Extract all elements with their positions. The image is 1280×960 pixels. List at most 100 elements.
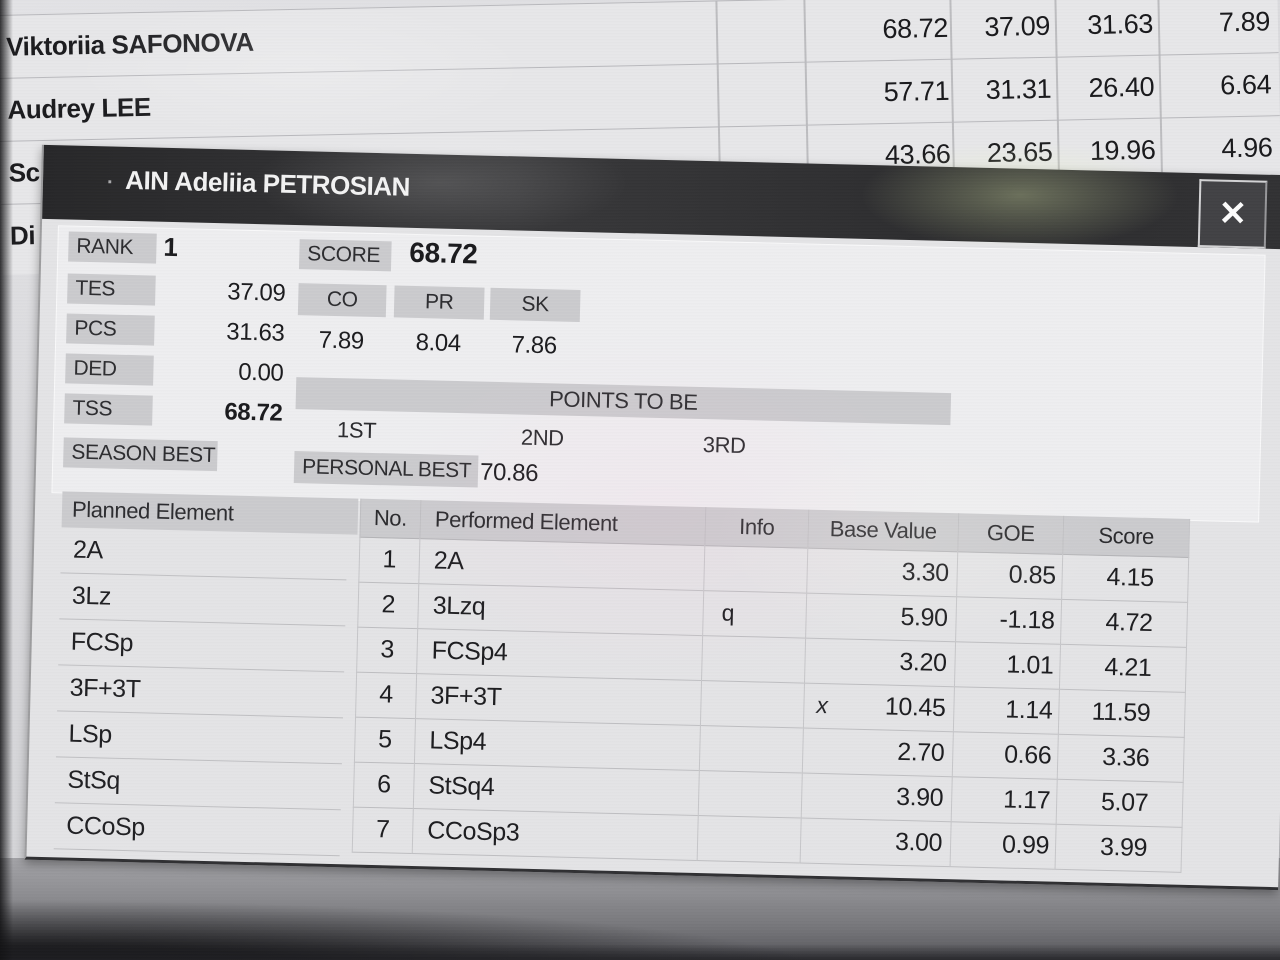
pcs-label: PCS [66,313,155,346]
rank-label: RANK [68,231,157,264]
monitor-bezel-left [0,0,13,960]
score-label: SCORE [298,239,392,272]
planned-element: CCoSp [53,803,341,857]
cell-performed: FCSp4 [416,628,703,682]
cell-score: 11.59 [1057,688,1186,738]
header-no: No. [359,498,421,540]
cell-info [698,725,803,774]
header-base-value: Base Value [807,509,959,553]
cell-score: 4.21 [1058,643,1187,693]
cell-info [696,815,801,864]
placement-2nd-label: 2ND [520,424,565,451]
cell-score: 4.15 [1061,553,1190,603]
personal-best-value: 70.86 [479,458,539,488]
cell-performed: CCoSp3 [411,808,698,861]
planned-element: StSq [54,757,342,811]
cell-score: 5.07 [1055,778,1184,828]
base-value: 3.00 [894,827,943,857]
rank-value: 1 [163,231,178,263]
cell-goe: 1.14 [952,686,1059,735]
cell-goe: 0.99 [949,821,1056,870]
base-value: 3.20 [899,647,947,678]
base-value: 3.90 [895,782,944,812]
cell-goe: 1.01 [953,641,1061,690]
cell-goe: 0.66 [951,731,1058,780]
cell-score: 4.72 [1060,598,1189,648]
cell-base-value: 5.90 [805,592,957,643]
dialog-body: RANK 1 SCORE 68.72 TES 37.09 PCS 31.63 D… [27,219,1280,887]
cell-info [703,545,808,594]
component-sk-value: 7.86 [511,331,558,360]
performed-elements-table: No. Performed Element Info Base Value GO… [351,498,1191,873]
dialog-title: · AIN Adeliia PETROSIAN [107,164,411,202]
base-value: 5.90 [900,602,948,633]
monitor-bezel [0,944,1280,960]
personal-best-label: PERSONAL BEST [293,451,479,488]
base-value: 3.30 [901,557,950,588]
component-sk-label: SK [489,287,581,322]
cell-performed: 2A [418,538,705,592]
placement-1st-label: 1ST [336,417,377,444]
cell-no: 3 [356,626,418,675]
bullet-icon: · [106,171,114,194]
cell-score: 3.36 [1056,733,1185,783]
skater-name: Viktoriia SAFONOVA [5,26,254,62]
tes-label: TES [67,273,156,306]
score-value: 68.72 [409,236,478,270]
cell-no: 2 [357,581,419,630]
cell-score: 3.99 [1054,823,1183,873]
component-pr-value: 8.04 [415,328,462,358]
planned-element: 2A [60,527,348,581]
result-pcs: 26.40 [1088,71,1155,103]
cell-info: q [702,590,807,639]
close-button[interactable]: ✕ [1197,179,1268,249]
cell-performed: LSp4 [413,718,700,772]
skater-name: Di [9,220,36,251]
cell-no: 7 [351,806,413,855]
cell-performed: StSq4 [412,763,699,817]
cell-base-value: 2.70 [801,727,953,778]
pcs-value: 31.63 [226,318,285,347]
planned-element: 3F+3T [57,665,345,719]
component-co-value: 7.89 [318,326,365,355]
cell-base-value: 3.90 [800,772,952,823]
cell-goe: 0.85 [956,551,1063,600]
skater-detail-dialog: · AIN Adeliia PETROSIAN ✕ RANK 1 SCORE 68… [24,144,1280,891]
cell-no: 6 [352,761,414,810]
result-co: 6.64 [1219,69,1272,101]
result-tes: 31.31 [985,73,1052,106]
ded-value: 0.00 [237,358,284,387]
result-tes: 37.09 [984,10,1051,43]
cell-info [699,680,805,729]
cell-goe: 1.17 [950,776,1057,825]
close-icon: ✕ [1218,194,1248,234]
planned-element: 3Lz [59,573,347,627]
planned-element: LSp [55,711,343,765]
header-score: Score [1062,515,1191,558]
cell-performed: 3Lzq [417,583,704,637]
component-pr-label: PR [393,285,485,320]
placement-3rd-label: 3RD [702,432,746,459]
cell-base-value: 3.00 [799,817,951,868]
cell-info [701,635,806,684]
base-value: 2.70 [896,737,945,768]
credit-marker: x [816,691,828,719]
planned-element: FCSp [58,619,346,673]
planned-element-list: 2A 3Lz FCSp 3F+3T LSp StSq CCoSp [53,527,348,857]
result-co: 4.96 [1221,132,1273,164]
result-tss: 68.72 [882,12,949,45]
header-info: Info [704,507,809,549]
tss-label: TSS [64,393,153,426]
component-co-label: CO [297,283,387,318]
result-pcs: 31.63 [1087,8,1154,40]
cell-base-value: 3.20 [803,637,956,688]
cell-no: 1 [358,536,420,585]
tss-value: 68.72 [224,398,283,427]
result-co: 7.89 [1218,6,1271,38]
skater-name: Audrey LEE [7,91,152,125]
cell-info [697,770,802,819]
cell-base-value: 3.30 [806,547,958,598]
cell-goe: -1.18 [955,596,1062,645]
base-value: 10.45 [884,692,946,723]
